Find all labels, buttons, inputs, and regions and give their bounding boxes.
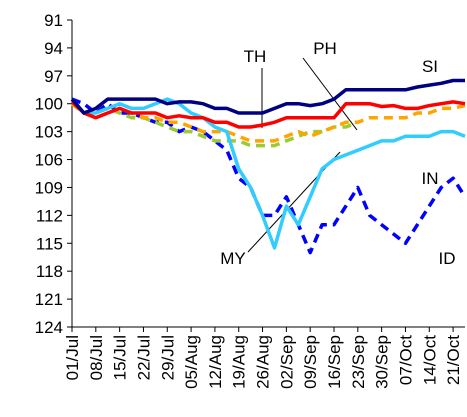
series-line <box>70 102 359 148</box>
series-label: MY <box>220 249 246 268</box>
series-line <box>70 78 465 115</box>
leader-line <box>302 57 358 131</box>
x-tick-label: 16/Sep <box>325 335 344 389</box>
x-tick-label: 12/Aug <box>206 335 225 389</box>
y-tick-label: 97 <box>44 67 63 86</box>
series-line <box>71 97 467 255</box>
y-tick-label: 91 <box>44 11 63 30</box>
series-label: TH <box>244 47 267 66</box>
y-tick-label: 112 <box>36 206 63 225</box>
x-tick-label: 30/Sep <box>373 335 392 389</box>
series-label: SI <box>422 57 438 76</box>
x-tick-label: 07/Oct <box>396 335 415 385</box>
x-tick-label: 08/Jul <box>87 335 106 380</box>
x-tick-label: 19/Aug <box>230 335 249 389</box>
y-tick-label: 103 <box>35 123 63 142</box>
x-tick-label: 05/Aug <box>182 335 201 389</box>
series-line <box>70 97 466 250</box>
y-tick-label: 94 <box>44 39 63 58</box>
y-tick-label: 115 <box>36 234 63 253</box>
x-tick-label: 23/Sep <box>349 335 368 389</box>
series-label: PH <box>313 39 337 58</box>
x-tick-label: 22/Jul <box>134 335 153 380</box>
series-line <box>70 100 466 129</box>
y-tick-label: 121 <box>35 290 63 309</box>
y-tick-label: 118 <box>36 262 63 281</box>
y-tick-label: 124 <box>35 318 63 337</box>
series-label: IN <box>422 169 439 188</box>
x-tick-label: 26/Aug <box>254 335 273 389</box>
y-tick-label: 100 <box>35 95 63 114</box>
x-tick-label: 14/Oct <box>420 335 439 385</box>
series-line <box>70 102 466 143</box>
y-tick-label: 106 <box>35 151 63 170</box>
x-tick-label: 01/Jul <box>63 335 82 380</box>
x-tick-label: 09/Sep <box>301 335 320 389</box>
x-tick-label: 15/Jul <box>111 335 130 380</box>
y-tick-label: 109 <box>35 178 63 197</box>
x-tick-label: 21/Oct <box>444 335 463 385</box>
x-tick-label: 29/Jul <box>158 335 177 380</box>
x-tick-label: 02/Sep <box>277 335 296 389</box>
series-label: ID <box>439 249 456 268</box>
